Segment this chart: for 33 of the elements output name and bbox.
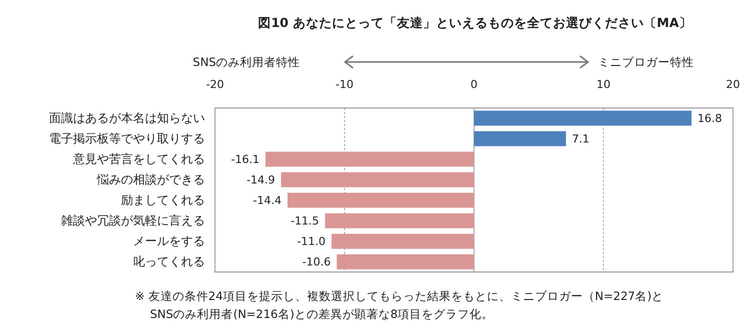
y-tick-label: 励ましてくれる [121,193,205,208]
chart-title: 図10 あなたにとって「友達」といえるものを全てお選びください〔MA〕 [258,15,692,30]
data-label: 16.8 [698,112,722,126]
x-tick-label: -20 [206,78,224,91]
data-label: -16.1 [231,153,260,166]
x-tick-label: 10 [596,78,610,91]
bar [474,131,566,146]
text: ミニブロガー特性 [598,55,694,69]
data-label: -14.4 [253,194,282,208]
bar [336,254,474,270]
y-tick-label: メールをする [133,234,205,248]
y-tick-label: 雑談や冗談が気軽に言える [61,214,205,228]
bar [266,152,474,167]
bar [332,234,474,249]
data-label: -10.6 [302,256,331,269]
bar [288,192,474,208]
x-tick-label: 20 [726,78,740,91]
y-tick-label: 意見や苦言をしてくれる [72,152,205,166]
data-label: -11.0 [297,235,326,248]
y-tick-label: 電子掲示板等でやり取りする [49,132,205,146]
y-tick-label: 悩みの相談ができる [96,172,205,187]
y-tick-label: 面識はあるが本名は知らない [49,111,205,125]
data-label: -11.5 [290,214,320,228]
text: ※ 友達の条件24項目を提示し、複数選択してもらった結果をもとに、ミニブロガー（N=227名)と SNSのみ利用者(N=216名)との差異が顕著な8項目をグラフ化。 [135,289,664,321]
bar [325,213,474,228]
data-label: -14.9 [246,174,276,187]
bar [474,110,692,126]
x-tick-label: -10 [336,78,354,91]
y-tick-label: 叱ってくれる [133,254,205,269]
x-tick-label: 0 [470,78,478,91]
text: SNSのみ利用者特性 [192,55,300,69]
bar [281,172,474,188]
data-label: 7.1 [572,132,590,146]
